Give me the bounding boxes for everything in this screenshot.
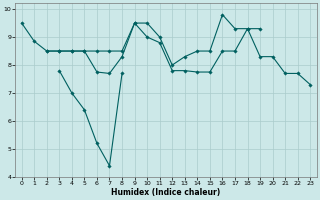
X-axis label: Humidex (Indice chaleur): Humidex (Indice chaleur) (111, 188, 220, 197)
